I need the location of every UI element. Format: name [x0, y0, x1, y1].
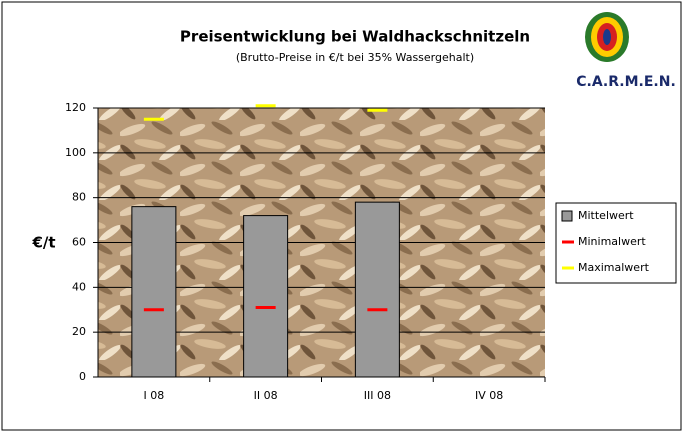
legend-label: Mittelwert — [578, 209, 634, 222]
logo-text: C.A.R.M.E.N. — [576, 74, 676, 90]
bar — [244, 216, 288, 377]
y-tick-label: 20 — [72, 325, 86, 338]
y-tick-label: 40 — [72, 280, 86, 293]
x-tick-label: II 08 — [254, 389, 278, 402]
x-tick-label: I 08 — [144, 389, 165, 402]
x-tick-label: IV 08 — [475, 389, 503, 402]
chart-title: Preisentwicklung bei Waldhackschnitzeln — [180, 28, 530, 46]
bar — [355, 202, 399, 377]
y-tick-label: 80 — [72, 191, 86, 204]
y-axis-label: €/t — [31, 234, 55, 252]
bar — [132, 207, 176, 377]
x-tick-label: III 08 — [364, 389, 391, 402]
page: Preisentwicklung bei Waldhackschnitzeln … — [0, 0, 683, 436]
y-tick-label: 100 — [65, 146, 86, 159]
logo-ring — [603, 29, 611, 45]
legend-swatch — [562, 211, 572, 221]
chart-subtitle: (Brutto-Preise in €/t bei 35% Wassergeha… — [236, 51, 474, 64]
legend-label: Minimalwert — [578, 235, 646, 248]
chart: Preisentwicklung bei Waldhackschnitzeln … — [0, 0, 683, 432]
y-tick-label: 120 — [65, 101, 86, 114]
legend-label: Maximalwert — [578, 261, 650, 274]
y-tick-label: 60 — [72, 236, 86, 249]
y-tick-label: 0 — [79, 370, 86, 383]
